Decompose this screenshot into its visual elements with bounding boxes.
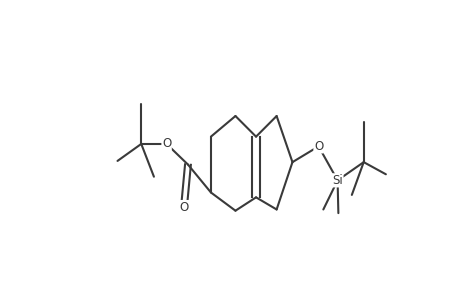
- Text: O: O: [162, 137, 171, 150]
- Text: Si: Si: [331, 174, 342, 187]
- Text: O: O: [179, 201, 188, 214]
- Text: O: O: [313, 140, 323, 153]
